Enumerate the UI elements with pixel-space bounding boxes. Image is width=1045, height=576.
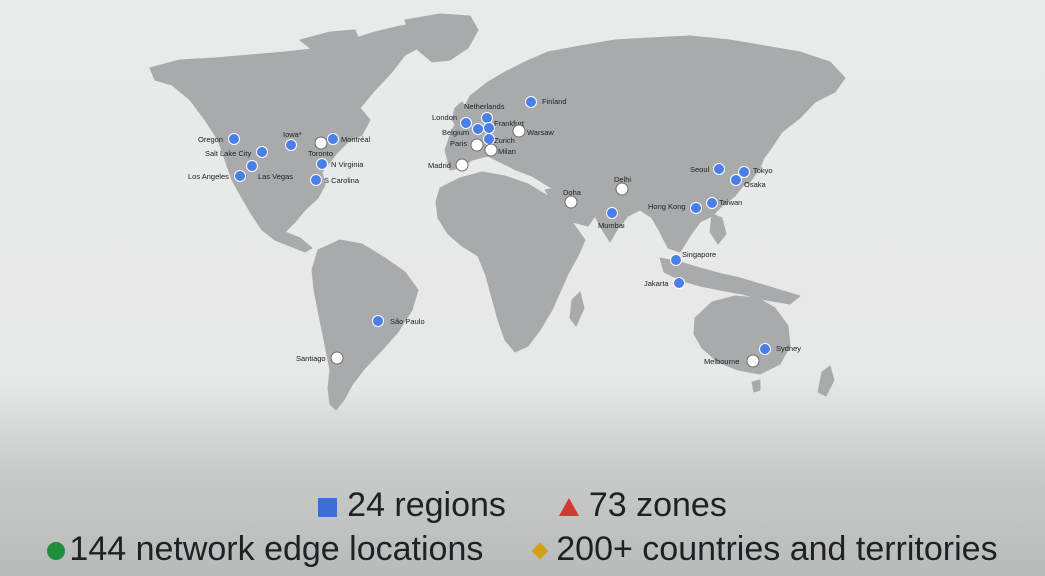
pin-label-los-angeles: Los Angeles — [188, 172, 229, 181]
pin-las-vegas — [246, 160, 258, 172]
pin-melbourne — [746, 354, 760, 368]
pin-label-finland: Finland — [542, 97, 567, 106]
countries-stat-text: 200+ countries and territories — [556, 530, 998, 569]
pin-madrid — [455, 158, 469, 172]
eurasia-landmass — [444, 35, 846, 253]
pin-iowa — [285, 139, 297, 151]
pin-singapore — [670, 254, 682, 266]
pin-label-belgium: Belgium — [442, 128, 470, 137]
pin-label-jakarta: Jakarta — [644, 279, 669, 288]
pin-label-london: London — [432, 113, 458, 122]
scandinavia-landmass — [487, 67, 541, 115]
regions-stat: 24 regions — [318, 488, 506, 522]
pin-delhi — [615, 182, 629, 196]
diamond-icon — [531, 542, 549, 560]
north-america-landmass — [149, 21, 441, 253]
circle-icon — [47, 542, 66, 561]
world-map: Oregon Salt Lake City Los Angeles Las Vegas… — [149, 13, 846, 411]
zones-stat-text: 73 zones — [588, 486, 727, 525]
south-america-landmass — [311, 239, 419, 411]
pin-label-hong-kong: Hong Kong — [648, 202, 686, 211]
countries-stat: 200+ countries and territories — [531, 530, 998, 569]
pin-label-montr-al: Montréal — [341, 135, 371, 144]
tasmania-landmass — [751, 379, 761, 393]
pin-label-n-virginia: N Virginia — [331, 160, 364, 169]
pin-montr-al — [327, 133, 339, 145]
pin-label-taiwan: Taiwan — [719, 198, 743, 207]
pin-s-o-paulo — [372, 315, 384, 327]
pin-warsaw — [512, 124, 526, 138]
pin-label-santiago: Santiago — [296, 354, 326, 363]
pin-finland — [525, 96, 537, 108]
pin-label-sydney: Sydney — [776, 344, 802, 353]
philippines-landmass — [709, 213, 727, 245]
southeast-asia-islands-landmass — [659, 257, 801, 305]
pin-label-mumbai: Mumbai — [598, 221, 625, 230]
pin-label-zurich: Zurich — [494, 136, 515, 145]
pin-s-carolina — [310, 174, 322, 186]
pin-label-salt-lake-city: Salt Lake City — [205, 149, 252, 158]
edge-locations-stat: 144 network edge locations — [47, 532, 483, 566]
triangle-icon — [558, 498, 579, 517]
stats-row-1: 24 regions 73 zones — [0, 486, 1045, 522]
greenland-landmass — [404, 13, 479, 63]
pin-toronto — [314, 136, 328, 150]
pin-label-warsaw: Warsaw — [527, 128, 554, 137]
world-map-land — [149, 13, 846, 411]
pin-label-paris: Paris — [450, 139, 468, 148]
pin-hong-kong — [690, 202, 702, 214]
pin-los-angeles — [234, 170, 246, 182]
pin-label-seoul: Seoul — [690, 165, 710, 174]
pin-label-tokyo: Tokyo — [753, 166, 773, 175]
pin-sydney — [759, 343, 771, 355]
zones-stat: 73 zones — [558, 486, 727, 525]
pin-label-iowa: Iowa* — [283, 130, 302, 139]
madagascar-landmass — [569, 291, 585, 327]
pin-label-madrid: Madrid — [428, 161, 451, 170]
pin-tokyo — [738, 166, 750, 178]
edge-locations-stat-text: 144 network edge locations — [69, 530, 484, 569]
pin-label-singapore: Singapore — [682, 250, 717, 259]
pin-mumbai — [606, 207, 618, 219]
pin-label-delhi: Delhi — [614, 175, 632, 184]
pin-osaka — [730, 174, 742, 186]
arctic-islands-landmass — [299, 29, 361, 53]
regions-stat-text: 24 regions — [347, 486, 506, 525]
pin-label-frankfurt: Frankfurt — [494, 119, 525, 128]
pin-doha — [564, 195, 578, 209]
pin-label-s-carolina: S Carolina — [324, 176, 360, 185]
pin-label-milan: Milan — [498, 147, 516, 156]
africa-landmass — [435, 171, 586, 353]
pin-label-melbourne: Melbourne — [704, 357, 740, 366]
pin-london — [460, 117, 472, 129]
pin-label-oregon: Oregon — [198, 135, 224, 144]
pin-n-virginia — [316, 158, 328, 170]
pin-salt-lake-city — [256, 146, 268, 158]
pin-milan — [484, 143, 498, 157]
pin-seoul — [713, 163, 725, 175]
new-zealand-landmass — [817, 365, 835, 397]
pin-oregon — [228, 133, 240, 145]
pin-label-las-vegas: Las Vegas — [258, 172, 294, 181]
pin-jakarta — [673, 277, 685, 289]
pin-label-osaka: Osaka — [744, 180, 766, 189]
square-icon — [318, 497, 338, 517]
pin-taiwan — [706, 197, 718, 209]
pin-label-netherlands: Netherlands — [464, 102, 505, 111]
pin-label-s-o-paulo: São Paulo — [390, 317, 425, 326]
stats-row-2: 144 network edge locations 200+ countrie… — [0, 530, 1045, 566]
pin-label-toronto: Toronto — [308, 149, 334, 158]
pin-label-doha: Doha — [563, 188, 581, 197]
pin-santiago — [330, 351, 344, 365]
pin-paris — [470, 138, 484, 152]
